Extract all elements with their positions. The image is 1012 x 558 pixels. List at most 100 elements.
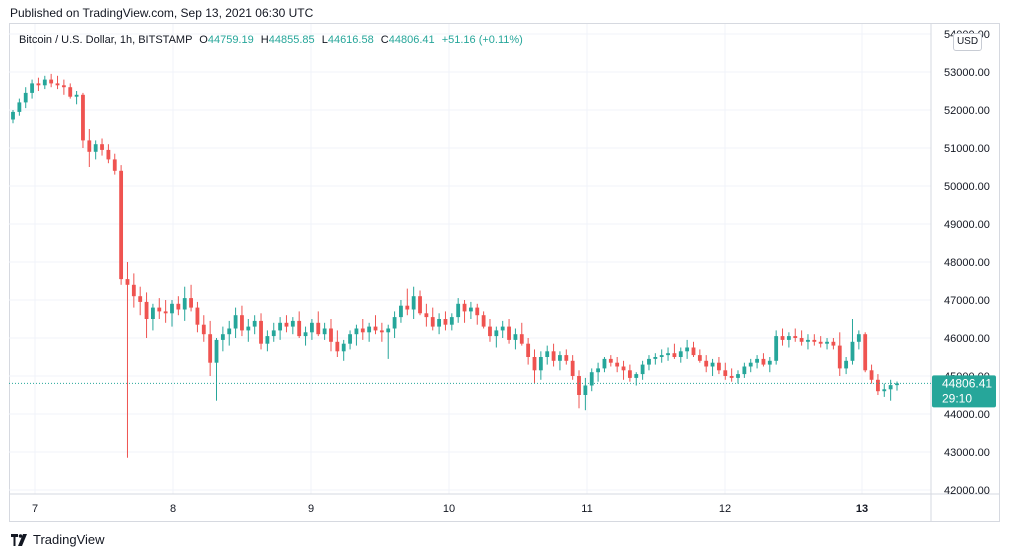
candle-body xyxy=(825,341,829,344)
candle xyxy=(780,328,785,346)
candle xyxy=(11,110,15,124)
candle xyxy=(284,315,289,333)
candle xyxy=(589,368,594,392)
candle xyxy=(424,303,429,327)
candle xyxy=(265,330,270,352)
candle xyxy=(42,75,47,90)
currency-button[interactable]: USD xyxy=(953,33,982,51)
candle xyxy=(786,332,791,348)
candle-body xyxy=(252,320,257,327)
candle xyxy=(373,315,378,335)
candle xyxy=(195,301,200,333)
candle-body xyxy=(850,341,855,361)
candle-body xyxy=(564,355,569,361)
candle-body xyxy=(55,83,60,86)
candle xyxy=(888,379,893,401)
y-tick-label: 46000.00 xyxy=(944,333,990,345)
candle-body xyxy=(68,87,73,97)
legend-high-value: 44855.85 xyxy=(268,34,315,46)
candle-body xyxy=(532,357,537,371)
candle-body xyxy=(138,296,143,302)
candle-body xyxy=(570,360,575,376)
candle xyxy=(189,284,193,312)
candle xyxy=(519,322,524,346)
legend-change: +51.16 (+0.11%) xyxy=(441,34,523,46)
candle xyxy=(125,262,130,458)
candle-body xyxy=(233,315,238,329)
candle-body xyxy=(411,296,416,310)
candle xyxy=(678,347,683,363)
candle xyxy=(468,301,473,319)
candle-body xyxy=(379,330,384,333)
y-tick-label: 51000.00 xyxy=(944,143,990,155)
candle xyxy=(379,322,384,342)
candle xyxy=(360,319,365,340)
candle-body xyxy=(182,298,187,310)
candle xyxy=(844,357,849,375)
candle-body xyxy=(112,159,117,171)
candle xyxy=(220,326,225,352)
candle-body xyxy=(723,370,728,376)
grid-lines xyxy=(9,24,931,494)
candle xyxy=(570,355,575,380)
candle-body xyxy=(710,362,715,367)
candle xyxy=(577,370,581,409)
candles xyxy=(11,73,899,458)
candle-body xyxy=(195,307,200,325)
candle xyxy=(736,370,740,384)
candle xyxy=(717,357,721,375)
candle-body xyxy=(844,360,849,369)
candle-body xyxy=(526,343,531,357)
candle-body xyxy=(583,385,588,395)
candle xyxy=(411,286,416,319)
candle-body xyxy=(81,94,85,141)
candle xyxy=(526,338,531,365)
candle-body xyxy=(666,353,670,356)
candle xyxy=(271,322,276,342)
candle-body xyxy=(208,334,213,363)
legend-low-label: L xyxy=(321,34,328,46)
candle xyxy=(882,383,887,397)
candle xyxy=(538,351,543,380)
candle-body xyxy=(341,343,346,352)
candle-body xyxy=(17,102,22,112)
candle-body xyxy=(367,326,372,333)
candle-body xyxy=(144,301,149,319)
candle xyxy=(93,140,98,160)
footer-brand[interactable]: TradingView xyxy=(11,532,105,547)
candle-body xyxy=(608,358,613,363)
candle-body xyxy=(125,279,130,285)
candle-body xyxy=(812,339,817,342)
candle-body xyxy=(87,140,92,152)
candle xyxy=(545,345,550,365)
candle-body xyxy=(259,320,263,344)
candle-body xyxy=(818,341,823,344)
candle-body xyxy=(647,358,651,365)
candle xyxy=(697,349,702,363)
candle xyxy=(456,298,461,323)
candle xyxy=(138,286,143,316)
candle-body xyxy=(449,317,454,325)
candle xyxy=(672,343,677,359)
candle-body xyxy=(443,319,448,325)
time-axis-labels: 7 8 9 10 11 12 13 xyxy=(32,503,868,515)
candle xyxy=(837,332,842,376)
footer-brand-label: TradingView xyxy=(33,532,105,547)
candle-body xyxy=(551,351,556,361)
candle-body xyxy=(246,326,251,331)
candle xyxy=(621,360,626,380)
candle-body xyxy=(468,307,473,312)
tradingview-logo-icon xyxy=(11,533,27,546)
y-tick-label: 47000.00 xyxy=(944,295,990,307)
candle-body xyxy=(93,144,98,152)
candle xyxy=(246,319,251,342)
legend-open-value: 44759.19 xyxy=(207,34,254,46)
legend-low-value: 44616.58 xyxy=(327,34,374,46)
candle-body xyxy=(691,347,696,356)
candle xyxy=(608,355,613,367)
candle-body xyxy=(386,328,391,333)
candle xyxy=(481,311,486,329)
x-tick-label: 10 xyxy=(443,503,455,515)
candle-body xyxy=(742,366,747,375)
